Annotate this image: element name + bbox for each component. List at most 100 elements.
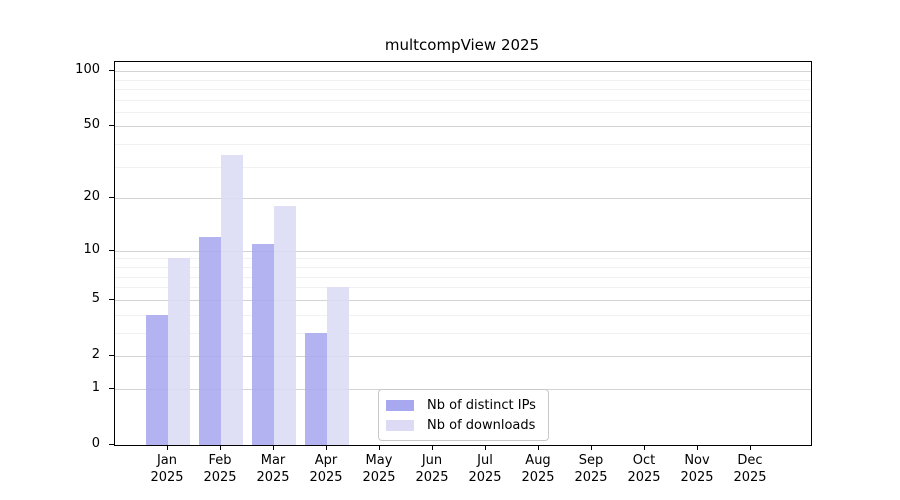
legend-item-downloads: Nb of downloads: [386, 415, 536, 435]
major-gridline: [115, 355, 811, 357]
minor-gridline: [115, 144, 811, 146]
chart-title: multcompView 2025: [384, 36, 540, 54]
x-tick-year: 2025: [256, 470, 290, 485]
x-tick-label: Feb 2025: [190, 452, 250, 486]
minor-gridline: [115, 258, 811, 260]
y-tick-mark: [109, 299, 114, 300]
x-tick-month: Nov: [684, 453, 710, 468]
x-tick-year: 2025: [574, 470, 608, 485]
x-tick-month: Feb: [208, 453, 232, 468]
bar-downloads-apr: [327, 287, 349, 445]
minor-gridline: [115, 266, 811, 268]
x-tick-year: 2025: [309, 470, 343, 485]
x-tick-mark: [326, 445, 327, 450]
x-tick-year: 2025: [627, 470, 661, 485]
x-tick-month: Oct: [632, 453, 656, 468]
bar-distinct-ips-apr: [305, 332, 327, 445]
x-tick-month: Jul: [477, 453, 493, 468]
x-tick-label: Apr 2025: [296, 452, 356, 486]
x-tick-mark: [591, 445, 592, 450]
x-tick-year: 2025: [468, 470, 502, 485]
x-tick-label: May 2025: [349, 452, 409, 486]
y-tick-mark: [109, 355, 114, 356]
minor-gridline: [115, 166, 811, 168]
legend: Nb of distinct IPs Nb of downloads: [378, 389, 549, 441]
x-tick-mark: [379, 445, 380, 450]
minor-gridline: [115, 287, 811, 289]
x-tick-label: Sep 2025: [561, 452, 621, 486]
x-tick-year: 2025: [521, 470, 555, 485]
y-tick-mark: [109, 444, 114, 445]
plot-area: Nb of distinct IPs Nb of downloads: [114, 61, 812, 446]
major-gridline: [115, 198, 811, 200]
legend-swatch-downloads: [386, 419, 414, 431]
bar-downloads-jan: [168, 258, 190, 445]
bar-downloads-feb: [221, 154, 243, 445]
major-gridline: [115, 126, 811, 128]
x-tick-month: Aug: [525, 453, 551, 468]
bar-distinct-ips-jan: [146, 314, 168, 445]
minor-gridline: [115, 88, 811, 90]
y-tick-mark: [109, 388, 114, 389]
x-tick-month: Jun: [421, 453, 443, 468]
legend-label-downloads: Nb of downloads: [427, 417, 536, 433]
y-tick-label: 0: [91, 436, 100, 451]
minor-gridline: [115, 314, 811, 316]
x-tick-label: Mar 2025: [243, 452, 303, 486]
y-tick-label: 10: [83, 241, 100, 257]
x-tick-year: 2025: [150, 470, 184, 485]
x-tick-label: Jan 2025: [137, 452, 197, 486]
x-tick-year: 2025: [680, 470, 714, 485]
y-tick-mark: [109, 70, 114, 71]
minor-gridline: [115, 79, 811, 81]
x-tick-year: 2025: [362, 470, 396, 485]
y-tick-mark: [109, 250, 114, 251]
x-tick-label: Jul 2025: [455, 452, 515, 486]
x-tick-label: Oct 2025: [614, 452, 674, 486]
x-tick-label: Nov 2025: [667, 452, 727, 486]
bar-distinct-ips-mar: [252, 243, 274, 445]
x-tick-mark: [750, 445, 751, 450]
x-tick-mark: [485, 445, 486, 450]
y-tick-label: 50: [83, 117, 100, 133]
legend-label-distinct-ips: Nb of distinct IPs: [427, 397, 536, 413]
x-tick-month: Jan: [156, 453, 178, 468]
x-tick-month: Dec: [737, 453, 763, 468]
x-tick-label: Aug 2025: [508, 452, 568, 486]
x-tick-mark: [167, 445, 168, 450]
minor-gridline: [115, 99, 811, 101]
x-tick-year: 2025: [203, 470, 237, 485]
x-tick-year: 2025: [415, 470, 449, 485]
x-tick-month: Mar: [260, 453, 286, 468]
legend-swatch-distinct-ips: [386, 399, 414, 411]
major-gridline: [115, 299, 811, 301]
minor-gridline: [115, 276, 811, 278]
minor-gridline: [115, 332, 811, 334]
y-tick-mark: [109, 125, 114, 126]
major-gridline: [115, 250, 811, 252]
x-tick-mark: [273, 445, 274, 450]
bar-downloads-mar: [274, 206, 296, 445]
x-tick-year: 2025: [733, 470, 767, 485]
x-tick-month: Apr: [314, 453, 338, 468]
legend-item-distinct-ips: Nb of distinct IPs: [386, 395, 536, 415]
x-tick-month: May: [365, 453, 393, 468]
y-tick-label: 5: [91, 290, 100, 306]
x-tick-mark: [644, 445, 645, 450]
x-tick-mark: [432, 445, 433, 450]
y-tick-label: 20: [83, 189, 100, 205]
x-tick-label: Jun 2025: [402, 452, 462, 486]
minor-gridline: [115, 111, 811, 113]
y-tick-label: 100: [75, 62, 100, 78]
major-gridline: [115, 71, 811, 73]
x-tick-mark: [697, 445, 698, 450]
x-tick-label: Dec 2025: [720, 452, 780, 486]
y-tick-label: 2: [91, 346, 100, 362]
y-tick-label: 1: [91, 379, 100, 395]
x-tick-month: Sep: [578, 453, 604, 468]
x-tick-mark: [538, 445, 539, 450]
x-tick-mark: [220, 445, 221, 450]
y-tick-mark: [109, 197, 114, 198]
bar-distinct-ips-feb: [199, 237, 221, 445]
